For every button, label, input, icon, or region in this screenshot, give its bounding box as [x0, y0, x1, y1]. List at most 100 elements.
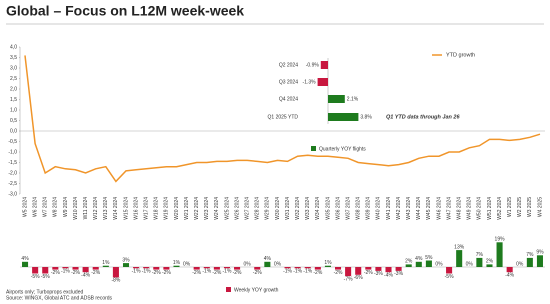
x-tick-label: W12 2024: [93, 197, 99, 220]
y-tick-label: 0,5: [10, 118, 17, 124]
x-tick-label: W8 2024: [53, 197, 59, 217]
inset-value-label: -0.9%: [306, 62, 320, 68]
x-tick-label: W19 2024: [164, 197, 170, 220]
bar-value-label: -1%: [202, 269, 211, 275]
bar-value-label: -1%: [223, 269, 232, 275]
x-tick-label: W16 2024: [133, 197, 139, 220]
bar: [526, 257, 533, 267]
x-tick-label: W44 2024: [416, 197, 422, 220]
y-tick-label: 2,5: [10, 76, 17, 82]
inset-bar: [328, 113, 359, 121]
bar: [496, 242, 503, 267]
bar-value-label: -2%: [233, 270, 242, 276]
footnote: Source: WINGX, Global ATC and ADSB recor…: [6, 295, 113, 301]
bar-value-label: 1%: [102, 260, 110, 266]
bar-value-label: 7%: [476, 252, 484, 258]
y-tick-label: 2,0: [10, 86, 17, 92]
x-tick-label: W50 2024: [477, 197, 483, 220]
bar-value-label: -1%: [303, 269, 312, 275]
y-tick-label: 0,0: [10, 128, 17, 134]
bar: [405, 264, 412, 267]
bar: [506, 267, 513, 273]
bar-value-label: -2%: [162, 270, 171, 276]
x-tick-label: W3 2025: [527, 197, 533, 217]
bar-value-label: 4%: [21, 256, 29, 262]
y-tick-label: 4,0: [10, 44, 17, 50]
legend-label: YTD growth: [446, 52, 475, 58]
x-tick-label: W33 2024: [305, 197, 311, 220]
x-tick-label: W38 2024: [356, 197, 362, 220]
y-tick-label: -3,0: [8, 191, 17, 197]
x-tick-label: W46 2024: [436, 197, 442, 220]
x-tick-label: W43 2024: [406, 197, 412, 220]
legend-label: Weekly YOY growth: [234, 287, 279, 293]
x-tick-label: W41 2024: [386, 197, 392, 220]
x-tick-label: W45 2024: [426, 197, 432, 220]
legend-label: Quarterly YOY flights: [319, 146, 366, 152]
x-tick-label: W26 2024: [234, 197, 240, 220]
bar: [92, 267, 99, 270]
bar: [254, 267, 261, 270]
footnote: Airports only; Turboprops excluded: [6, 289, 83, 295]
inset-category: Q3 2024: [279, 79, 298, 85]
x-tick-label: W20 2024: [174, 197, 180, 220]
bar-value-label: -2%: [192, 270, 201, 276]
bar-value-label: -1%: [293, 269, 302, 275]
bar: [284, 267, 291, 269]
bar: [82, 267, 89, 273]
x-tick-label: W22 2024: [194, 197, 200, 220]
x-tick-label: W39 2024: [366, 197, 372, 220]
x-tick-label: W9 2024: [63, 197, 69, 217]
x-tick-label: W25 2024: [224, 197, 230, 220]
bar-value-label: 1%: [324, 260, 332, 266]
x-tick-label: W49 2024: [467, 197, 473, 220]
bar-value-label: 0%: [274, 261, 282, 267]
bar-value-label: -5%: [41, 274, 50, 280]
x-tick-label: W42 2024: [396, 197, 402, 220]
bar-value-label: 0%: [516, 261, 524, 267]
bar-value-label: -3%: [374, 271, 383, 277]
bar: [42, 267, 49, 274]
x-tick-label: W28 2024: [255, 197, 261, 220]
inset-bar: [317, 78, 328, 86]
bar: [193, 267, 200, 270]
bar: [153, 267, 160, 270]
y-tick-label: -1,0: [8, 149, 17, 155]
x-tick-label: W5 2024: [22, 197, 28, 217]
bar: [203, 267, 210, 269]
bar: [22, 261, 29, 267]
x-tick-label: W47 2024: [446, 197, 452, 220]
bar-value-label: 9%: [536, 250, 544, 256]
bar-value-label: 19%: [495, 237, 506, 243]
x-tick-label: W30 2024: [275, 197, 281, 220]
bar-value-label: -2%: [253, 270, 262, 276]
bar-value-label: 3%: [122, 257, 130, 263]
line-series: [24, 55, 541, 183]
bar: [446, 267, 453, 274]
x-tick-label: W13 2024: [103, 197, 109, 220]
bar-value-label: 0%: [244, 261, 252, 267]
bar: [375, 267, 382, 271]
bar: [486, 264, 493, 267]
bar: [294, 267, 301, 269]
x-tick-label: W2 2025: [517, 197, 523, 217]
x-tick-label: W24 2024: [214, 197, 220, 220]
inset-bar: [328, 95, 345, 103]
inset-category: Q1 2025 YTD: [268, 114, 299, 120]
bar: [173, 265, 180, 267]
x-tick-label: W1 2025: [507, 197, 513, 217]
bar-value-label: 0%: [466, 261, 474, 267]
bar-value-label: -2%: [212, 270, 221, 276]
bar-value-label: 7%: [526, 252, 534, 258]
inset-value-label: -1.3%: [303, 79, 317, 85]
bar-value-label: -4%: [81, 273, 90, 279]
chart-title: Global – Focus on L12M week-week: [6, 3, 244, 19]
bar-value-label: 2%: [405, 259, 413, 265]
bar-value-label: -7%: [344, 276, 353, 282]
bar-value-label: -1%: [142, 269, 151, 275]
y-tick-label: -2,0: [8, 170, 17, 176]
y-tick-label: 3,5: [10, 55, 17, 61]
bar-value-label: -2%: [71, 270, 80, 276]
x-tick-label: W51 2024: [487, 197, 493, 220]
